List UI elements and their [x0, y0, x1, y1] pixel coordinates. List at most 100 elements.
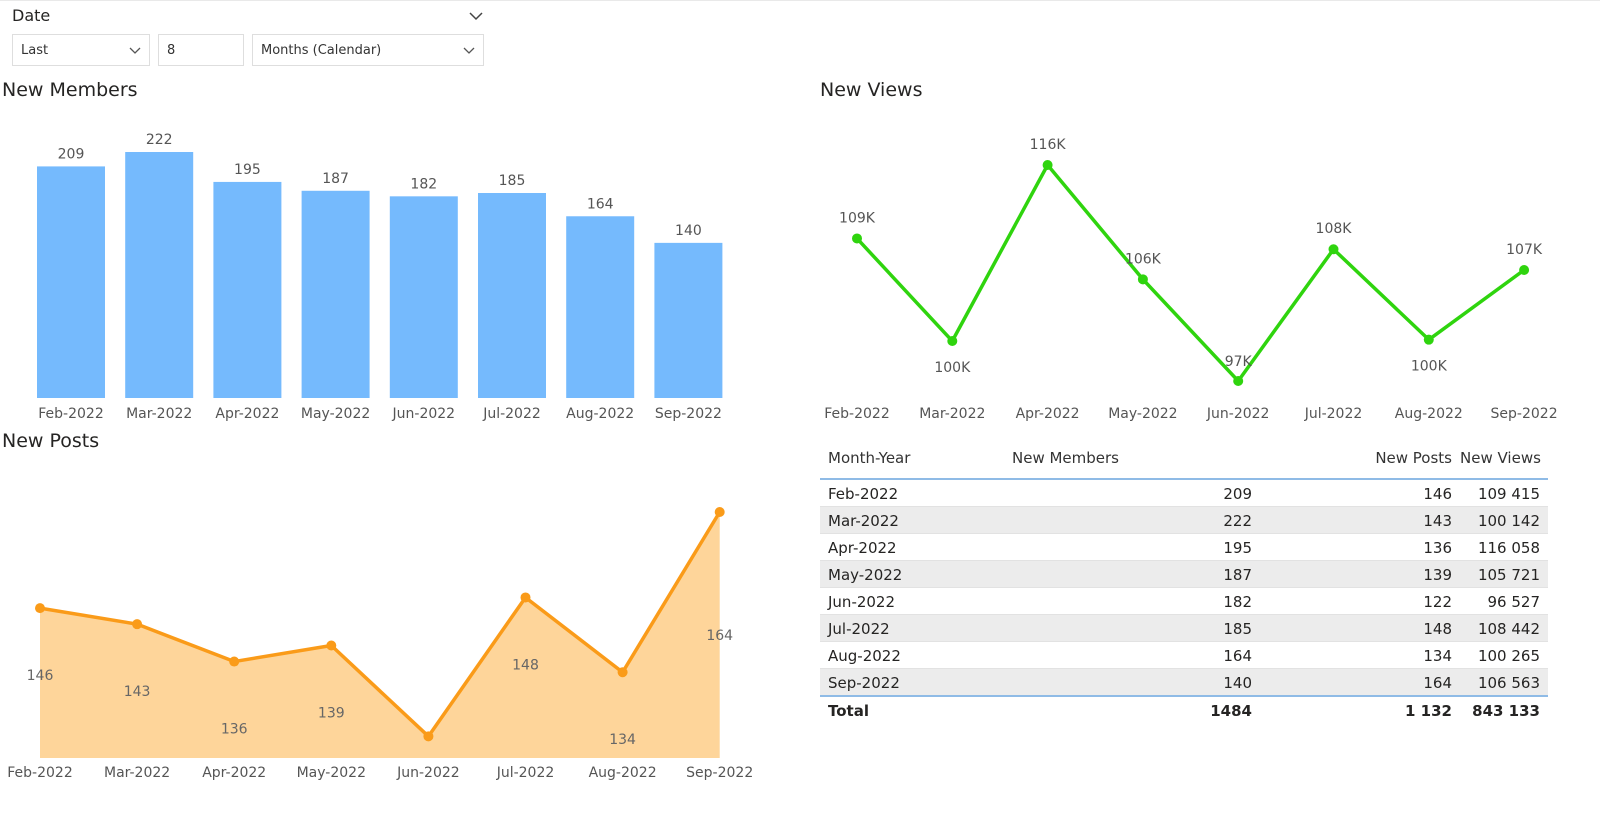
bar-data-label: 222: [146, 132, 173, 148]
cell-members: 187: [1223, 566, 1252, 584]
x-tick-label: Jun-2022: [396, 765, 460, 781]
cell-views: 96 527: [1487, 593, 1541, 611]
posts-point: [714, 507, 725, 517]
x-tick-label: May-2022: [297, 765, 366, 781]
x-tick-label: Mar-2022: [919, 406, 985, 422]
cell-views: 109 415: [1477, 485, 1540, 503]
bar-aug-2022: [566, 216, 635, 398]
views-data-label: 97K: [1225, 354, 1253, 370]
col-header-month-year[interactable]: Month-Year: [828, 449, 911, 467]
bar-data-label: 164: [587, 196, 614, 212]
period-count-input[interactable]: 8: [158, 34, 244, 66]
views-data-label: 109K: [839, 210, 876, 226]
table-row: Aug-2022 164 134 100 265: [820, 642, 1548, 669]
views-point: [1137, 274, 1148, 285]
cell-views: 105 721: [1477, 566, 1540, 584]
x-tick-label: Apr-2022: [202, 765, 266, 781]
period-unit-dropdown[interactable]: Months (Calendar): [252, 34, 484, 66]
cell-month: Apr-2022: [828, 539, 897, 557]
views-data-label: 100K: [934, 360, 971, 376]
new-members-title: New Members: [2, 79, 138, 101]
cell-month: Jun-2022: [828, 593, 896, 611]
cell-posts: 146: [1423, 485, 1452, 503]
bar-jun-2022: [389, 196, 458, 398]
cell-total-posts: 1 132: [1405, 702, 1452, 720]
x-tick-label: Aug-2022: [1395, 406, 1463, 422]
table-row: May-2022 187 139 105 721: [820, 561, 1548, 588]
views-data-label: 116K: [1030, 137, 1067, 153]
cell-views: 106 563: [1477, 674, 1540, 692]
cell-members: 209: [1223, 485, 1252, 503]
date-slicer-header[interactable]: Date: [12, 4, 484, 28]
chevron-down-icon: [463, 47, 475, 54]
cell-month: Jul-2022: [828, 620, 890, 638]
table-total-row: Total 1484 1 132 843 133: [820, 695, 1548, 727]
new-views-title: New Views: [820, 79, 923, 101]
bar-data-label: 182: [410, 176, 437, 192]
views-point: [1519, 265, 1530, 276]
posts-data-label: 148: [512, 657, 539, 673]
cell-total-label: Total: [828, 702, 869, 720]
x-tick-label: Sep-2022: [1491, 406, 1558, 422]
cell-total-members: 1484: [1210, 702, 1252, 720]
views-data-label: 108K: [1316, 221, 1353, 237]
table-row: Feb-2022 209 146 109 415: [820, 480, 1548, 507]
new-posts-area-fill: [40, 512, 720, 758]
cell-posts: 143: [1423, 512, 1452, 530]
bar-jul-2022: [478, 193, 546, 398]
views-point: [852, 233, 862, 244]
x-tick-label: Jun-2022: [1206, 406, 1270, 422]
cell-members: 140: [1223, 674, 1252, 692]
views-point: [1423, 334, 1434, 345]
bar-sep-2022: [654, 242, 723, 398]
x-tick-label: Sep-2022: [655, 406, 722, 422]
top-divider: [0, 0, 1600, 1]
col-header-new-posts[interactable]: New Posts: [1375, 449, 1452, 467]
x-tick-label: Mar-2022: [104, 765, 170, 781]
bar-data-label: 140: [675, 223, 702, 239]
table-row: Jul-2022 185 148 108 442: [820, 615, 1548, 642]
posts-point: [617, 667, 628, 678]
cell-posts: 139: [1423, 566, 1452, 584]
bar-data-label: 209: [58, 146, 85, 162]
summary-table: Month-Year New Members New Posts New Vie…: [820, 440, 1548, 727]
x-tick-label: Apr-2022: [1016, 406, 1080, 422]
table-header-row: Month-Year New Members New Posts New Vie…: [820, 440, 1548, 480]
posts-data-label: 136: [221, 722, 248, 738]
posts-point: [132, 619, 143, 630]
posts-data-label: 146: [27, 668, 54, 684]
cell-views: 100 142: [1477, 512, 1540, 530]
cell-members: 222: [1223, 512, 1252, 530]
bar-data-label: 195: [234, 162, 261, 178]
cell-views: 108 442: [1477, 620, 1540, 638]
x-tick-label: Aug-2022: [589, 765, 657, 781]
cell-posts: 148: [1423, 620, 1452, 638]
cell-members: 195: [1223, 539, 1252, 557]
posts-data-label: 143: [124, 684, 151, 700]
views-data-label: 107K: [1506, 242, 1543, 258]
chevron-down-icon[interactable]: [468, 8, 484, 24]
table-row: Jun-2022 182 122 96 527: [820, 588, 1548, 615]
cell-posts: 134: [1423, 647, 1452, 665]
views-data-label: 100K: [1411, 359, 1448, 375]
relative-operator-dropdown[interactable]: Last: [12, 34, 150, 66]
posts-data-label: 164: [706, 628, 733, 644]
x-tick-label: Feb-2022: [7, 765, 72, 781]
bar-mar-2022: [125, 152, 194, 398]
col-header-new-members[interactable]: New Members: [1012, 449, 1119, 467]
x-tick-label: May-2022: [1108, 406, 1177, 422]
new-views-series-line: [855, 163, 1526, 383]
cell-month: May-2022: [828, 566, 903, 584]
period-unit-value: Months (Calendar): [261, 43, 382, 58]
cell-members: 164: [1223, 647, 1252, 665]
cell-members: 182: [1223, 593, 1252, 611]
col-header-new-views[interactable]: New Views: [1460, 449, 1541, 467]
bar-data-label: 185: [499, 173, 526, 189]
bar-data-label: 187: [322, 171, 349, 187]
chevron-down-icon: [129, 47, 141, 54]
posts-data-label: 134: [609, 732, 636, 748]
cell-views: 116 058: [1477, 539, 1540, 557]
cell-views: 100 265: [1477, 647, 1540, 665]
bar-apr-2022: [213, 181, 282, 398]
